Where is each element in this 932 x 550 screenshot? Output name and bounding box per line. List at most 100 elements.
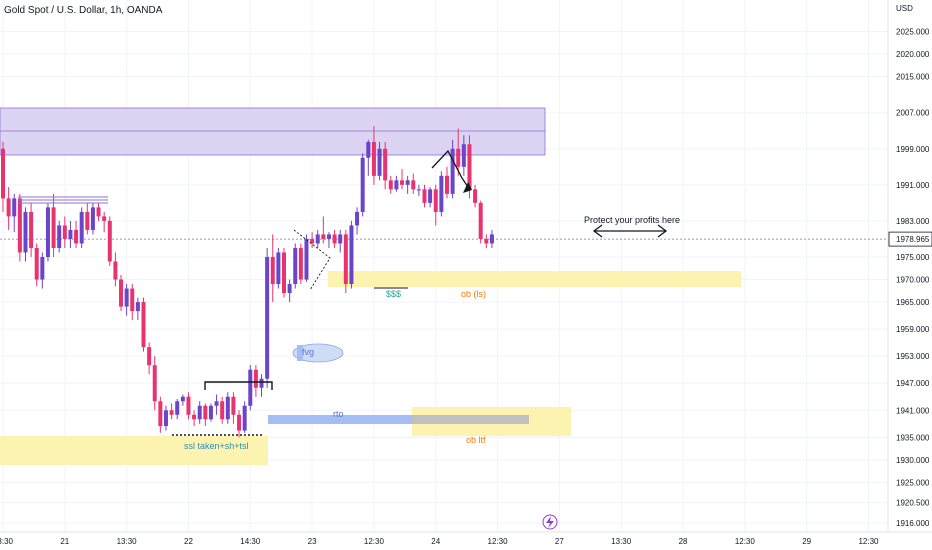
candle: [338, 229, 343, 253]
candle-body: [68, 229, 73, 239]
candle: [197, 401, 202, 424]
symbol-title: Gold Spot / U.S. Dollar, 1h, OANDA: [4, 5, 163, 16]
candle-body: [74, 229, 79, 244]
candle-body: [439, 175, 444, 212]
candle: [102, 211, 107, 233]
price-tick-label: 2020.000: [896, 50, 930, 59]
candle-body: [90, 207, 95, 230]
candle: [124, 284, 129, 316]
candle-body: [107, 220, 112, 262]
candle: [484, 234, 489, 248]
candle-body: [29, 211, 34, 248]
candle-body: [51, 207, 56, 248]
candle-body: [130, 288, 135, 312]
candle-body: [456, 148, 461, 167]
candles-layer: [1, 126, 494, 438]
candle-body: [377, 148, 382, 176]
fvg-shape: [292, 343, 344, 363]
candle-body: [34, 247, 39, 280]
last-price-value: 1978.965: [896, 235, 930, 244]
candle: [68, 220, 73, 248]
rto-label: rto: [333, 409, 344, 419]
candle-body: [141, 302, 146, 348]
candle: [119, 275, 124, 312]
candle: [23, 207, 28, 262]
price-tick-label: 1947.000: [896, 379, 930, 388]
price-tick-label: 2007.000: [896, 109, 930, 118]
candle: [57, 220, 62, 253]
candle-body: [102, 216, 107, 221]
time-tick-label: 28: [679, 537, 688, 546]
candle-body: [124, 288, 129, 307]
candle-body: [214, 401, 219, 406]
candle: [180, 394, 185, 406]
candle-body: [489, 234, 494, 244]
candle: [428, 187, 433, 208]
candle: [450, 139, 455, 199]
time-tick-label: 23: [308, 537, 317, 546]
candle-body: [388, 180, 393, 190]
price-axis[interactable]: 2025.000 2020.000 2015.000 2007.000 1999.000…: [896, 28, 930, 528]
candle-body: [450, 148, 455, 194]
candle: [326, 232, 331, 248]
time-tick-label: 13:30: [117, 537, 138, 546]
candle: [107, 216, 112, 266]
candle-body: [175, 401, 180, 415]
profit-arrow-right-head: [657, 224, 668, 238]
time-tick-label: 22: [184, 537, 193, 546]
candle: [45, 202, 50, 262]
candle: [113, 252, 118, 287]
candle-body: [163, 410, 168, 427]
candle: [130, 284, 135, 321]
candle-body: [287, 284, 292, 294]
candle: [377, 142, 382, 181]
price-tick-label: 1959.000: [896, 325, 930, 334]
candle: [411, 173, 416, 194]
candle-body: [237, 414, 242, 431]
candle: [51, 193, 56, 257]
candle: [85, 202, 90, 235]
candle: [237, 410, 242, 438]
candle: [298, 243, 303, 285]
candle-body: [383, 148, 388, 181]
candle: [186, 392, 191, 420]
time-tick-label: 21: [60, 537, 69, 546]
lightning-icon[interactable]: [542, 514, 558, 530]
candle-body: [40, 256, 45, 280]
candle: [444, 166, 449, 199]
candle: [6, 187, 11, 230]
price-tick-label: 1935.000: [896, 433, 930, 442]
candle-body: [338, 234, 343, 244]
candle-body: [433, 189, 438, 212]
candle-body: [293, 247, 298, 285]
candle-body: [400, 180, 405, 185]
candle: [231, 392, 236, 424]
candle-body: [225, 396, 230, 420]
candle-body: [265, 256, 270, 379]
profit-arrow-left-head: [592, 224, 603, 238]
time-tick-label: 12:30: [488, 537, 509, 546]
annotation-texts: Protect your profits here $$$ ob (ls) fv…: [184, 215, 680, 451]
candle: [439, 171, 444, 217]
candle: [293, 243, 298, 289]
candle: [315, 229, 320, 248]
time-axis[interactable]: 13:30 21 13:30 22 14:30 23 12:30 24 12:30 27 13:30…: [0, 537, 879, 546]
candle: [141, 297, 146, 352]
candle-body: [158, 401, 163, 427]
candle: [169, 403, 174, 420]
candle-body: [355, 211, 360, 226]
candle: [175, 399, 180, 420]
candle-body: [6, 198, 11, 217]
candle: [40, 252, 45, 289]
supply-zone: [0, 107, 546, 156]
candle: [287, 279, 292, 303]
candle-body: [473, 189, 478, 203]
fvg-stub: [297, 345, 303, 361]
candle: [96, 202, 101, 221]
ob-ltf-label: ob ltf: [466, 435, 486, 445]
price-tick-label: 1965.000: [896, 298, 930, 307]
candle: [158, 396, 163, 433]
candle-body: [315, 234, 320, 244]
